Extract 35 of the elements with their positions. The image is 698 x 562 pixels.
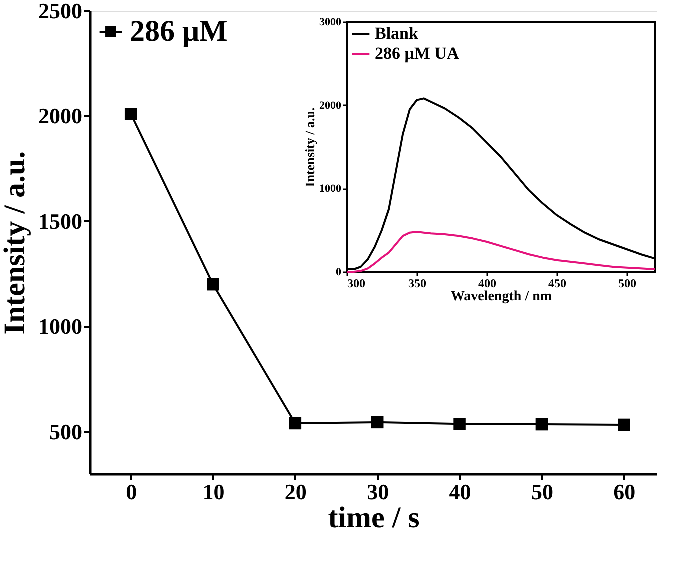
y-tick-label: 500 [50,419,82,444]
legend-label: 286 μM UA [375,44,460,63]
x-tick-label: 50 [531,480,554,504]
point [371,416,384,429]
legend-label: 286 μM [130,15,228,48]
point [207,278,220,291]
legend-label: Blank [375,24,420,43]
y-tick-label: 0 [336,266,342,278]
y-tick-label: 1000 [320,183,342,196]
x-tick-label: 400 [478,276,496,290]
y-tick-label: 3000 [320,16,342,28]
point [124,108,138,120]
y-axis-title: Intensity / a.u. [302,108,318,188]
x-tick-label: 450 [548,276,566,290]
x-tick-label: 10 [202,480,225,504]
y-tick-label: 2000 [320,100,342,112]
point [454,418,466,430]
x-tick-label: 20 [284,480,307,504]
x-tick-label: 0 [126,480,138,504]
point [289,417,302,430]
point [536,418,548,431]
y-axis-title: Intensity / a.u. [0,151,32,335]
x-tick-label: 350 [408,276,426,290]
x-axis-title: time / s [328,502,420,534]
point [618,418,630,432]
y-tick-label: 2500 [38,0,82,24]
x-axis-title: Wavelength / nm [450,290,552,304]
x-tick-label: 60 [614,480,636,504]
x-tick-label: 40 [449,480,472,504]
y-tick-label: 1000 [38,314,82,340]
y-tick-label: 2000 [38,104,82,129]
x-tick-label: 500 [618,276,636,290]
x-tick-label: 300 [348,276,366,290]
x-tick-label: 30 [367,480,390,504]
y-tick-label: 1500 [38,208,82,234]
